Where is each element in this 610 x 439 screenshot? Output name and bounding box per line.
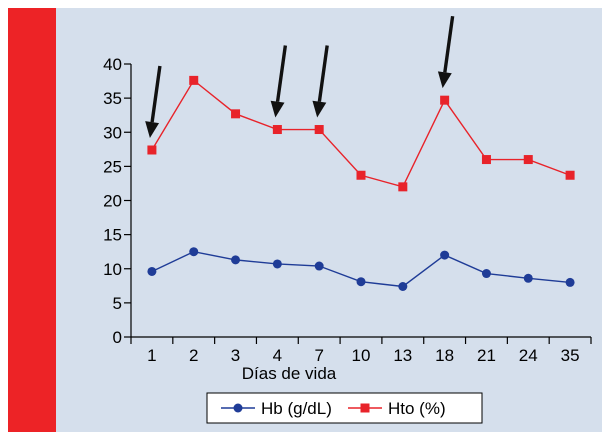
arrow-annotation (145, 65, 162, 138)
data-point (565, 170, 575, 180)
y-tick-label: 5 (113, 294, 122, 313)
arrow-head (270, 100, 285, 118)
line-chart: 0 5 10 15 20 25 30 35 40 1 2 3 4 7 10 13 18 21 24 35 Días d… (103, 15, 592, 424)
legend-marker (360, 403, 370, 413)
arrow-shaft (275, 45, 288, 102)
y-tick-label: 35 (103, 89, 122, 108)
x-tick-label: 7 (314, 346, 323, 365)
arrow-head (437, 71, 452, 89)
data-point (481, 269, 491, 279)
arrow-head (145, 121, 160, 138)
legend: Hb (g/dL) Hto (%) (206, 392, 483, 424)
y-tick-label: 20 (103, 192, 122, 211)
legend-label: Hto (%) (388, 399, 446, 418)
data-point (440, 250, 450, 260)
data-point (147, 266, 157, 276)
y-tick-label: 40 (103, 55, 122, 74)
legend-item-hto: Hto (%) (348, 399, 446, 418)
arrow-shaft (317, 45, 329, 102)
data-point (356, 277, 366, 287)
data-point (398, 182, 408, 192)
x-tick-label: 3 (231, 346, 240, 365)
x-tick-label: 18 (435, 346, 454, 365)
arrow-annotation (437, 15, 455, 89)
arrow-shaft (443, 15, 455, 73)
data-point (272, 259, 282, 269)
x-tick-label: 2 (189, 346, 198, 365)
series-layer (147, 75, 575, 291)
data-point (189, 247, 199, 257)
x-tick-label: 1 (147, 346, 156, 365)
data-point (314, 125, 324, 135)
y-tick-label: 10 (103, 260, 122, 279)
series-hto (147, 75, 575, 192)
arrow-annotations (145, 15, 455, 138)
axes: 0 5 10 15 20 25 30 35 40 1 2 3 4 7 10 13 18 21 24 35 (103, 55, 592, 365)
data-point (523, 155, 533, 165)
x-axis-title: Días de vida (242, 364, 337, 383)
y-tick-label: 25 (103, 157, 122, 176)
data-point (356, 170, 366, 180)
chart-panel: 0 5 10 15 20 25 30 35 40 1 2 3 4 7 10 13 18 21 24 35 Días d… (56, 8, 602, 432)
data-point (231, 109, 241, 119)
accent-bar (8, 8, 56, 432)
data-point (147, 145, 157, 155)
legend-item-hb: Hb (g/dL) (221, 399, 332, 418)
y-tick-label: 15 (103, 226, 122, 245)
data-point (523, 273, 533, 283)
x-tick-label: 35 (561, 346, 580, 365)
data-point (481, 155, 491, 165)
data-point (231, 255, 241, 265)
legend-marker (233, 403, 243, 413)
data-point (272, 125, 282, 135)
arrow-shaft (150, 65, 162, 123)
arrow-head (312, 100, 327, 118)
data-point (565, 277, 575, 287)
data-point (398, 281, 408, 291)
x-tick-label: 13 (393, 346, 412, 365)
data-point (440, 95, 450, 105)
y-tick-label: 30 (103, 123, 122, 142)
y-tick-label: 0 (113, 328, 122, 347)
x-tick-label: 4 (273, 346, 282, 365)
x-tick-label: 24 (519, 346, 538, 365)
arrow-annotation (270, 45, 288, 118)
x-tick-label: 10 (352, 346, 371, 365)
arrow-annotation (312, 45, 329, 118)
data-point (189, 75, 199, 85)
legend-label: Hb (g/dL) (261, 399, 332, 418)
data-point (314, 261, 324, 271)
x-tick-label: 21 (477, 346, 496, 365)
series-hb (147, 247, 575, 291)
